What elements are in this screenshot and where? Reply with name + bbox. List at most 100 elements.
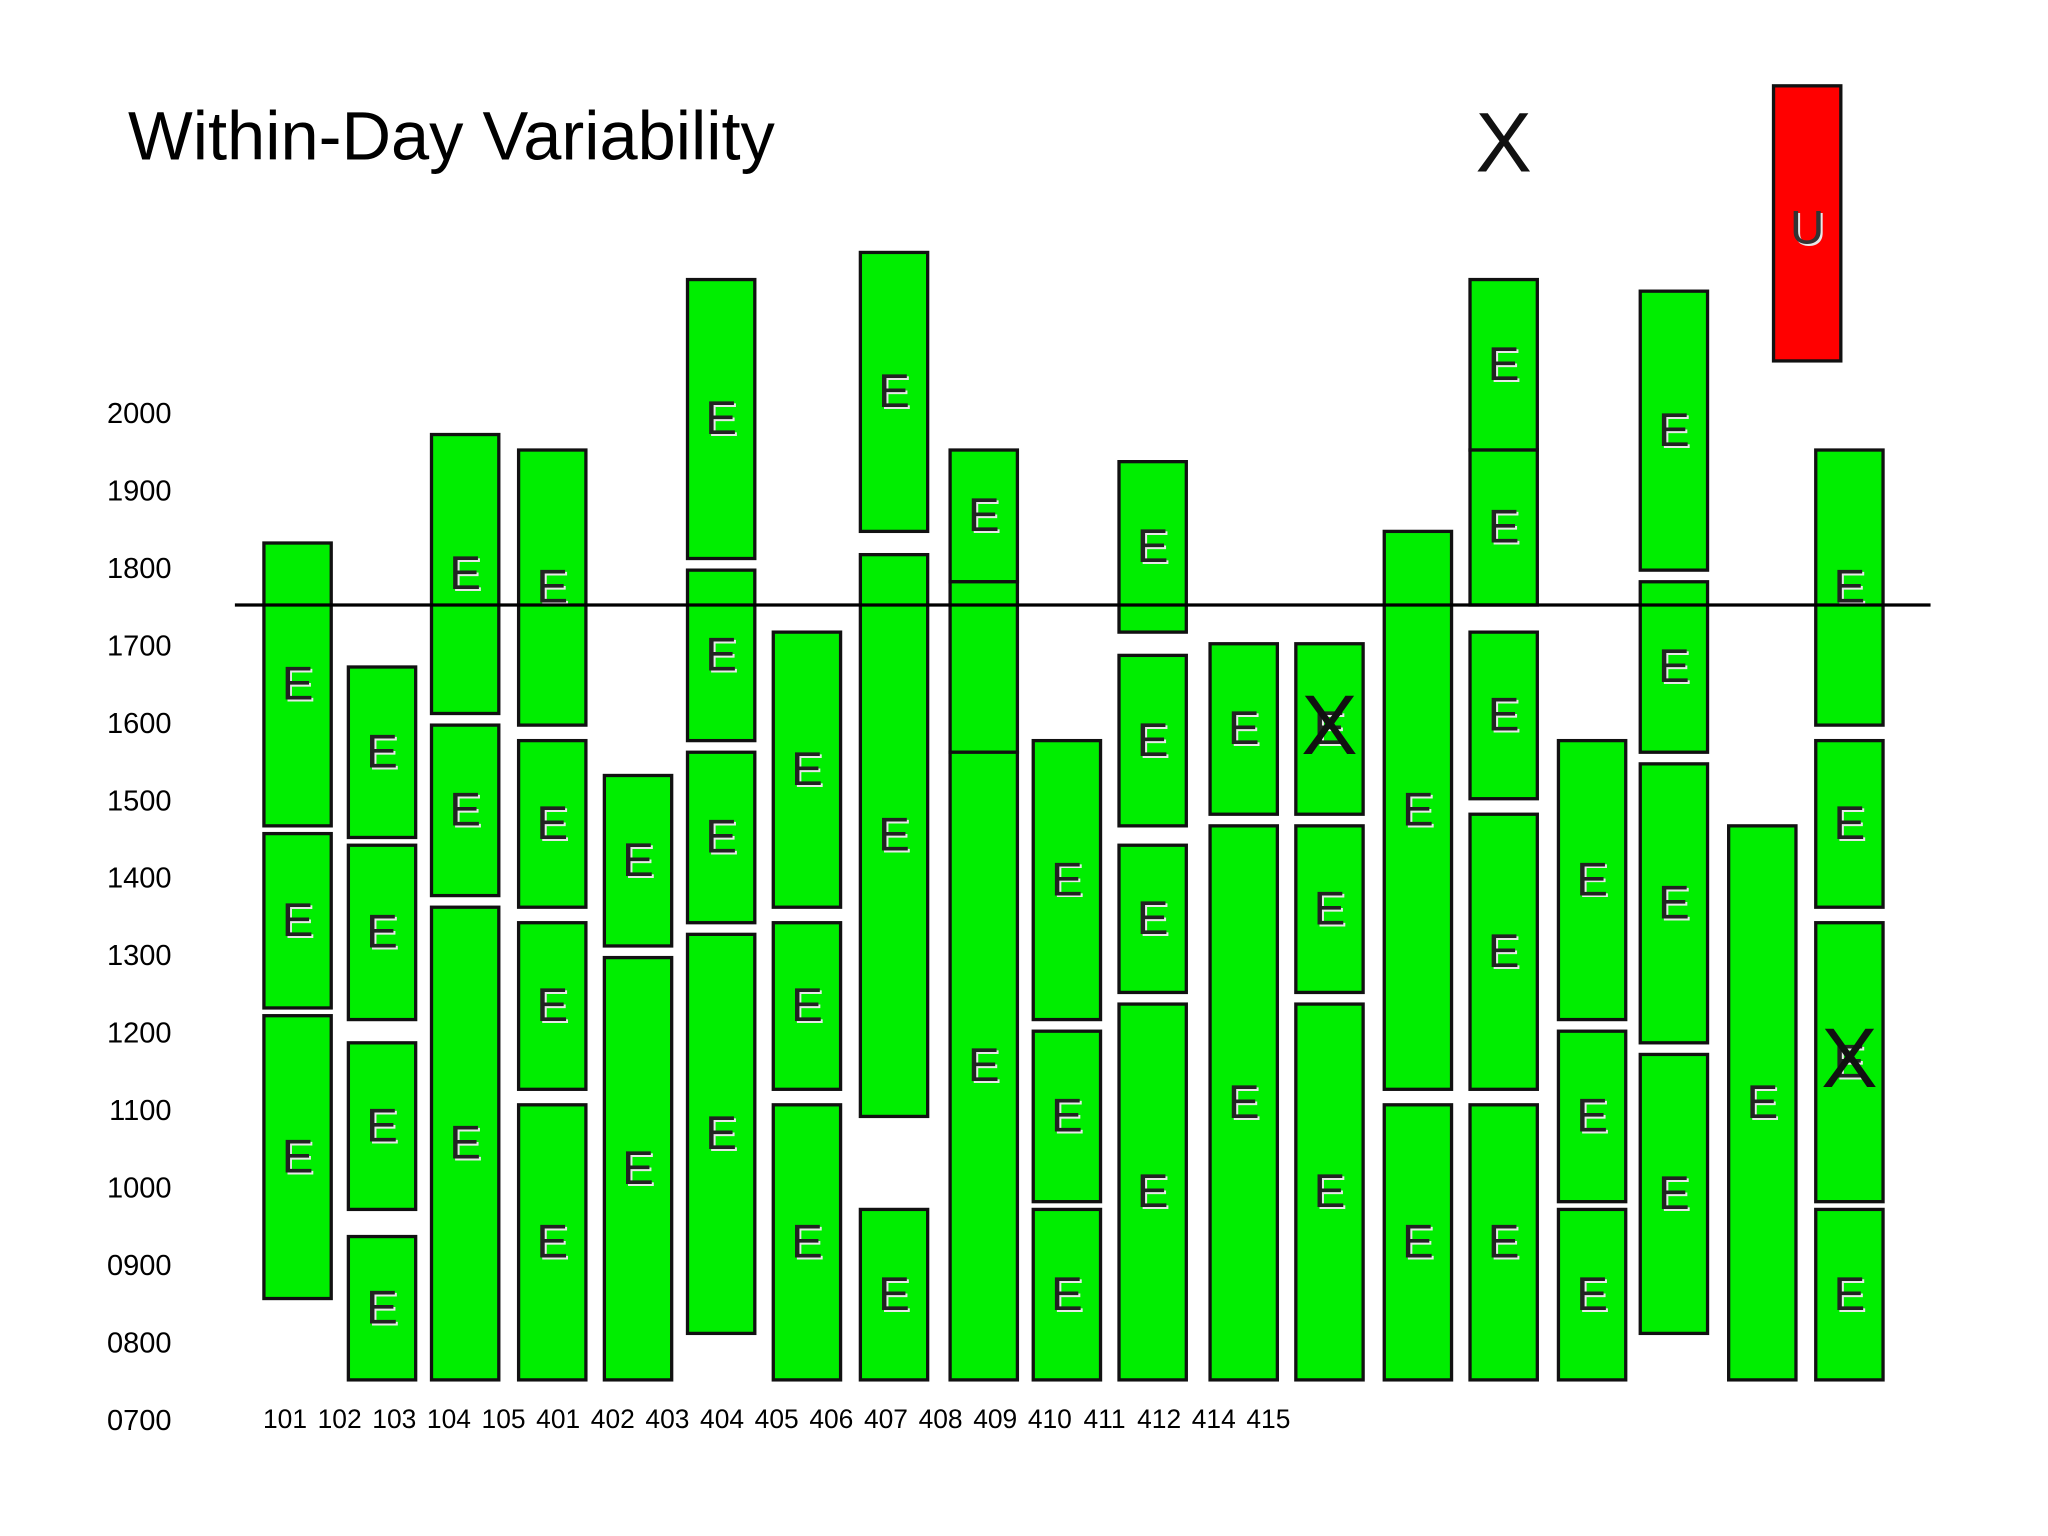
block-label-shadow: E xyxy=(1490,927,1522,980)
block-label: E xyxy=(968,1039,1000,1092)
block-label: E xyxy=(1658,1167,1690,1220)
block-label-shadow: E xyxy=(1053,1270,1085,1323)
alert-label-shadow: U xyxy=(1792,204,1826,257)
block-label-shadow: E xyxy=(1748,1078,1780,1131)
block-label-shadow: E xyxy=(1836,1037,1868,1090)
time-block xyxy=(262,831,333,1010)
time-block xyxy=(858,250,930,534)
block-label: E xyxy=(366,906,398,959)
block-label: E xyxy=(1137,520,1169,573)
block-label-shadow: E xyxy=(1836,799,1868,852)
block-label-shadow: E xyxy=(1490,691,1522,744)
block-label: E xyxy=(1314,1165,1346,1218)
time-block xyxy=(602,955,674,1382)
block-label: E xyxy=(1488,338,1520,391)
time-block xyxy=(262,1014,333,1301)
time-block xyxy=(1208,642,1280,816)
block-label-shadow: E xyxy=(707,1109,739,1162)
time-block xyxy=(1294,642,1365,816)
time-block xyxy=(1638,580,1710,754)
block-label-shadow: E xyxy=(1230,704,1262,757)
y-tick-label: 1900 xyxy=(107,475,172,507)
block-label: E xyxy=(1488,689,1520,742)
block-label-shadow: E xyxy=(1139,522,1171,575)
time-block xyxy=(1556,1207,1628,1382)
time-block xyxy=(516,1103,588,1382)
time-block xyxy=(1727,824,1798,1382)
x-tick-label: 104 xyxy=(427,1404,471,1434)
alert-block xyxy=(1771,84,1843,363)
block-label-shadow: E xyxy=(451,1119,483,1172)
x-tick-label: 401 xyxy=(536,1404,580,1434)
block-label-shadow: E xyxy=(451,549,483,602)
block-label-shadow: E xyxy=(1660,1169,1692,1222)
block-label: E xyxy=(1051,1090,1083,1143)
block-label: E xyxy=(1576,1268,1608,1321)
block-label: E xyxy=(1488,1216,1520,1269)
block-label-shadow: E xyxy=(707,631,739,684)
time-block xyxy=(516,448,588,727)
block-label-shadow: E xyxy=(1490,340,1522,393)
block-label-shadow: E xyxy=(451,786,483,839)
time-block xyxy=(858,552,930,1119)
block-label-shadow: E xyxy=(1578,855,1610,908)
block-label: E xyxy=(1576,853,1608,906)
block-label: E xyxy=(366,1099,398,1152)
time-block xyxy=(1468,1103,1539,1382)
y-tick-label: 0700 xyxy=(107,1405,172,1437)
x-tick-label: 407 xyxy=(864,1404,908,1434)
block-label: E xyxy=(1228,702,1260,755)
x-tick-label: 415 xyxy=(1246,1404,1290,1434)
y-tick-label: 1800 xyxy=(107,553,172,585)
time-block xyxy=(429,723,501,898)
time-block xyxy=(685,750,757,925)
x-tick-label: 405 xyxy=(755,1404,799,1434)
time-block xyxy=(1814,1207,1885,1382)
block-label: E xyxy=(791,1216,823,1269)
block-label-shadow: E xyxy=(1316,884,1348,937)
y-tick-label: 1300 xyxy=(107,940,172,972)
block-label: E xyxy=(1658,640,1690,693)
time-block xyxy=(1208,824,1280,1382)
time-block xyxy=(1468,630,1539,801)
time-block xyxy=(1031,738,1103,1022)
time-block xyxy=(771,921,843,1091)
block-label-shadow: E xyxy=(880,367,912,420)
time-block xyxy=(1638,1052,1710,1336)
time-block xyxy=(429,905,501,1382)
x-tick-label: 402 xyxy=(591,1404,635,1434)
y-tick-label: 1200 xyxy=(107,1018,172,1050)
block-label-shadow: E xyxy=(538,981,570,1034)
block-label-shadow: E xyxy=(284,660,316,713)
block-label-shadow: E xyxy=(880,1270,912,1323)
time-block xyxy=(429,432,501,716)
y-tick-label: 1100 xyxy=(109,1095,171,1127)
block-label: E xyxy=(705,1107,737,1160)
time-block xyxy=(602,773,674,948)
block-label-shadow: E xyxy=(624,1144,656,1197)
time-block xyxy=(948,448,1020,584)
block-label-shadow: E xyxy=(368,1283,400,1336)
block-label-shadow: E xyxy=(1660,879,1692,932)
time-block xyxy=(1294,1002,1365,1382)
time-block xyxy=(346,665,418,840)
y-tick-label: 1700 xyxy=(107,630,172,662)
time-block xyxy=(1638,762,1710,1045)
x-tick-label: 408 xyxy=(919,1404,963,1434)
block-label-shadow: E xyxy=(793,1218,825,1271)
time-block xyxy=(1638,289,1710,572)
y-tick-label: 1000 xyxy=(107,1173,172,1205)
time-block xyxy=(1814,921,1885,1204)
block-label: E xyxy=(1834,1268,1866,1321)
block-label: E xyxy=(1137,714,1169,767)
time-block xyxy=(516,921,588,1091)
time-block xyxy=(346,843,418,1022)
block-label: E xyxy=(536,979,568,1032)
block-label: E xyxy=(449,547,481,600)
block-label-shadow: E xyxy=(1230,1078,1262,1131)
time-block xyxy=(1556,738,1628,1022)
time-block xyxy=(685,568,757,743)
time-block xyxy=(948,580,1020,754)
block-label: E xyxy=(1658,404,1690,457)
block-label: E xyxy=(1051,1268,1083,1321)
